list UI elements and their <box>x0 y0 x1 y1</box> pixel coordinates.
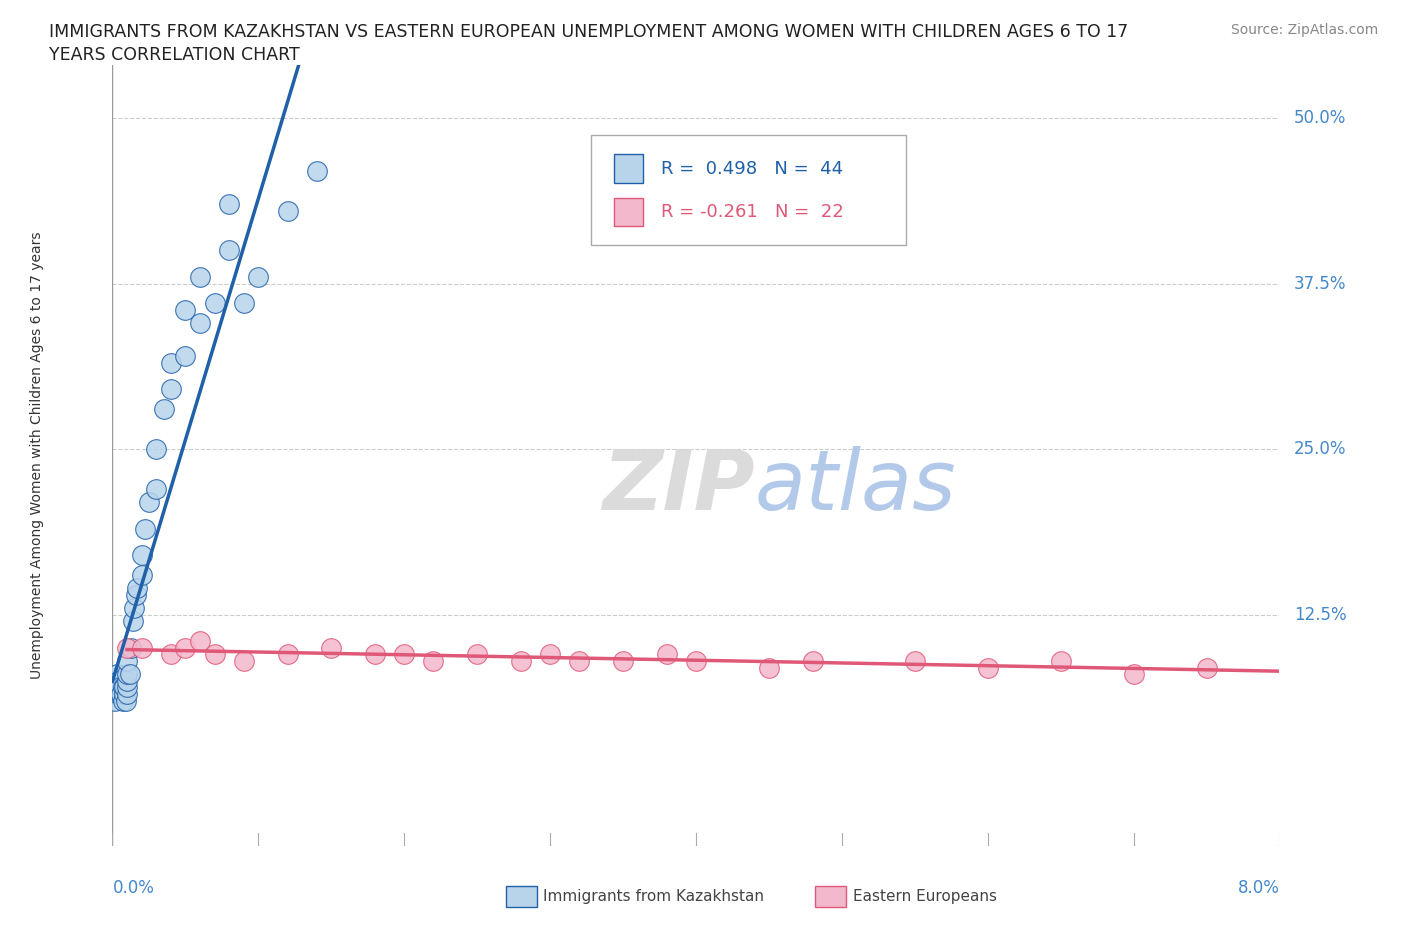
Point <box>801 654 824 669</box>
FancyBboxPatch shape <box>614 154 644 182</box>
Point <box>115 667 138 682</box>
Point <box>174 302 197 317</box>
Point <box>232 654 254 669</box>
Text: Source: ZipAtlas.com: Source: ZipAtlas.com <box>1230 23 1378 37</box>
Point <box>105 680 128 695</box>
Point <box>131 567 153 582</box>
Text: Eastern Europeans: Eastern Europeans <box>853 889 997 904</box>
Text: IMMIGRANTS FROM KAZAKHSTAN VS EASTERN EUROPEAN UNEMPLOYMENT AMONG WOMEN WITH CHI: IMMIGRANTS FROM KAZAKHSTAN VS EASTERN EU… <box>49 23 1129 41</box>
Text: atlas: atlas <box>755 446 956 527</box>
Point <box>112 680 135 695</box>
Point <box>655 647 678 662</box>
Point <box>115 673 138 688</box>
Point <box>247 270 270 285</box>
Point <box>276 647 298 662</box>
Point <box>612 654 634 669</box>
Point <box>218 196 240 211</box>
Point <box>188 316 211 331</box>
Point <box>160 382 183 397</box>
Point <box>174 640 197 655</box>
Point <box>465 647 488 662</box>
Point <box>188 633 211 648</box>
FancyBboxPatch shape <box>614 197 644 226</box>
Text: 0.0%: 0.0% <box>112 880 155 897</box>
Point <box>120 640 142 655</box>
Point <box>152 402 174 417</box>
Point <box>118 667 141 682</box>
Point <box>115 686 138 701</box>
Text: 8.0%: 8.0% <box>1237 880 1279 897</box>
Point <box>105 667 128 682</box>
Point <box>218 243 240 258</box>
Point <box>115 680 138 695</box>
Point <box>1195 660 1218 675</box>
Text: ZIP: ZIP <box>602 446 755 527</box>
Point <box>160 355 183 370</box>
Point <box>204 296 226 311</box>
Text: 12.5%: 12.5% <box>1294 605 1347 624</box>
Point <box>145 482 167 497</box>
Point <box>107 673 129 688</box>
Point <box>115 640 138 655</box>
Point <box>509 654 531 669</box>
Point <box>114 693 136 708</box>
Point <box>204 647 226 662</box>
Point <box>125 587 148 602</box>
Point <box>232 296 254 311</box>
Point <box>134 521 156 536</box>
Point <box>108 686 131 701</box>
Text: Immigrants from Kazakhstan: Immigrants from Kazakhstan <box>543 889 763 904</box>
Point <box>685 654 707 669</box>
Point <box>111 680 134 695</box>
Point <box>976 660 998 675</box>
Point <box>122 614 145 629</box>
Text: YEARS CORRELATION CHART: YEARS CORRELATION CHART <box>49 46 299 63</box>
Point <box>538 647 561 662</box>
Point <box>174 349 197 364</box>
Point <box>394 647 416 662</box>
Text: R =  0.498   N =  44: R = 0.498 N = 44 <box>661 160 844 178</box>
Point <box>305 164 328 179</box>
Point <box>321 640 343 655</box>
Point <box>364 647 387 662</box>
FancyBboxPatch shape <box>591 136 905 245</box>
Text: 25.0%: 25.0% <box>1294 440 1347 458</box>
Point <box>422 654 444 669</box>
Point <box>276 204 298 219</box>
Point <box>1049 654 1071 669</box>
Point <box>107 686 129 701</box>
Point <box>115 654 138 669</box>
Point <box>112 686 135 701</box>
Text: 37.5%: 37.5% <box>1294 274 1347 293</box>
Point <box>131 548 153 563</box>
Point <box>568 654 591 669</box>
Text: Unemployment Among Women with Children Ages 6 to 17 years: Unemployment Among Women with Children A… <box>30 232 44 680</box>
Point <box>108 680 131 695</box>
Point <box>124 601 146 616</box>
Point <box>110 686 132 701</box>
Text: 50.0%: 50.0% <box>1294 109 1347 127</box>
Point <box>758 660 780 675</box>
Text: R = -0.261   N =  22: R = -0.261 N = 22 <box>661 203 844 220</box>
Point <box>145 442 167 457</box>
Point <box>127 580 149 595</box>
Point <box>111 693 134 708</box>
Point <box>104 693 127 708</box>
Point <box>1122 667 1144 682</box>
Point <box>188 270 211 285</box>
Point <box>904 654 927 669</box>
Point <box>131 640 153 655</box>
Point <box>160 647 183 662</box>
Point <box>138 495 160 510</box>
